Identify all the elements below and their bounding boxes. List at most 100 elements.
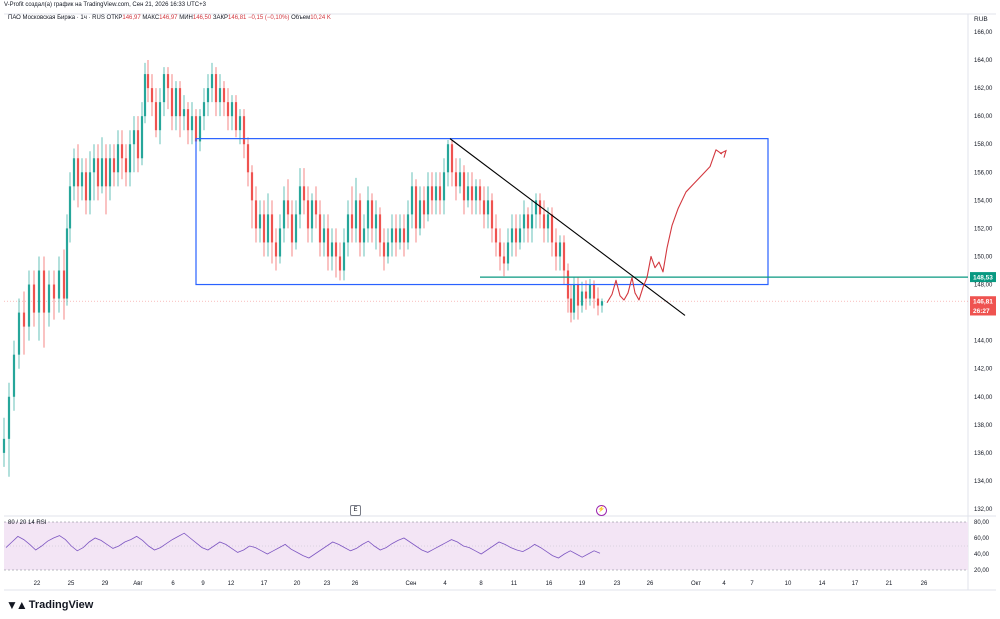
candle-body xyxy=(150,88,154,103)
tradingview-logo-text: TradingView xyxy=(28,599,94,611)
rsi-tick-label: 80,00 xyxy=(974,520,990,526)
candle-body xyxy=(422,200,426,215)
candle-body xyxy=(226,102,230,117)
candle-body xyxy=(600,301,604,306)
candle-body xyxy=(274,242,278,257)
event-badge[interactable]: ⚡ xyxy=(596,505,607,516)
rsi-line xyxy=(5,532,601,559)
candle-body xyxy=(514,228,518,243)
candle-body xyxy=(162,74,166,103)
candle-body xyxy=(522,214,526,229)
candle-body xyxy=(390,228,394,243)
candle-body xyxy=(498,242,502,257)
candle-body xyxy=(262,214,266,243)
candle-body xyxy=(290,214,294,243)
candle-body xyxy=(592,284,596,299)
candle-body xyxy=(572,284,576,313)
candle-body xyxy=(466,186,470,201)
candle-body xyxy=(258,214,262,229)
candle-body xyxy=(402,228,406,243)
candle-body xyxy=(246,144,250,173)
time-tick-label: 12 xyxy=(228,581,235,587)
candle-body xyxy=(72,158,76,187)
change-value: −0,15 (−0,10%) xyxy=(248,15,290,21)
candle-body xyxy=(76,158,80,187)
candle-body xyxy=(526,214,530,229)
candle-body xyxy=(210,74,214,89)
time-tick-label: 10 xyxy=(785,581,792,587)
candle-body xyxy=(596,298,600,306)
candle-body xyxy=(386,242,390,257)
time-tick-label: 26 xyxy=(647,581,654,587)
candle-body xyxy=(266,214,270,243)
price-label-text: 26:27 xyxy=(973,308,990,315)
rsi-tick-label: 60,00 xyxy=(974,536,990,542)
trend-line xyxy=(449,138,686,316)
candle-body xyxy=(12,354,16,397)
time-tick-label: Окт xyxy=(691,581,701,587)
close-value: 146,81 xyxy=(228,15,247,21)
candle-body xyxy=(174,88,178,117)
candle-body xyxy=(230,102,234,117)
earnings-badge[interactable]: E xyxy=(350,505,361,516)
high-label: МАКС xyxy=(142,15,160,21)
candle-body xyxy=(366,200,370,229)
rsi-tick-label: 20,00 xyxy=(974,568,990,574)
candle-body xyxy=(538,200,542,215)
volume-label: Объем xyxy=(291,15,311,21)
candle-body xyxy=(438,186,442,201)
candle-body xyxy=(442,172,446,201)
candle-body xyxy=(350,214,354,229)
candle-body xyxy=(554,242,558,257)
candle-body xyxy=(510,228,514,243)
candle-body xyxy=(550,214,554,243)
candle-body xyxy=(47,284,51,313)
price-tick-label: 162,00 xyxy=(974,86,993,92)
time-tick-label: 6 xyxy=(171,581,175,587)
time-tick-label: 17 xyxy=(852,581,859,587)
tradingview-logo[interactable]: ▼▲ TradingView xyxy=(6,598,93,612)
price-tick-label: 160,00 xyxy=(974,114,993,120)
candle-body xyxy=(62,270,66,299)
candle-body xyxy=(68,186,72,229)
low-value: 146,50 xyxy=(192,15,212,21)
symbol-name[interactable]: ПАО Московская Биржа · 1ч · RUS xyxy=(8,15,105,21)
price-tick-label: 132,00 xyxy=(974,507,993,513)
candle-body xyxy=(158,102,162,131)
high-value: 146,97 xyxy=(159,15,178,21)
time-tick-label: Авг xyxy=(133,581,143,587)
candle-body xyxy=(426,186,430,215)
rsi-band xyxy=(4,522,968,570)
rsi-tick-label: 40,00 xyxy=(974,552,990,558)
candle-body xyxy=(278,228,282,257)
candle-body xyxy=(270,214,274,243)
time-tick-label: 29 xyxy=(102,581,109,587)
price-tick-label: 166,00 xyxy=(974,30,993,36)
candle-body xyxy=(370,200,374,229)
candle-body xyxy=(418,200,422,229)
time-tick-label: 9 xyxy=(201,581,205,587)
candle-body xyxy=(306,200,310,229)
price-tick-label: 152,00 xyxy=(974,226,993,232)
candle-body xyxy=(112,158,116,173)
currency-label[interactable]: RUB xyxy=(974,16,988,23)
candle-body xyxy=(7,396,11,439)
time-tick-label: 23 xyxy=(614,581,621,587)
candle-body xyxy=(128,144,132,173)
candle-body xyxy=(198,116,202,142)
candle-body xyxy=(294,214,298,243)
candle-body xyxy=(120,144,124,159)
price-tick-label: 150,00 xyxy=(974,254,993,260)
time-tick-label: 7 xyxy=(750,581,754,587)
candle-body xyxy=(170,88,174,117)
candle-body xyxy=(394,228,398,243)
candle-body xyxy=(37,270,41,313)
candle-body xyxy=(214,74,218,103)
candle-body xyxy=(32,284,36,313)
candle-body xyxy=(506,242,510,264)
time-tick-label: 26 xyxy=(921,581,928,587)
candle-body xyxy=(330,242,334,257)
candle-body xyxy=(322,228,326,243)
rsi-label[interactable]: 80 / 20 14 RSI xyxy=(8,520,47,526)
